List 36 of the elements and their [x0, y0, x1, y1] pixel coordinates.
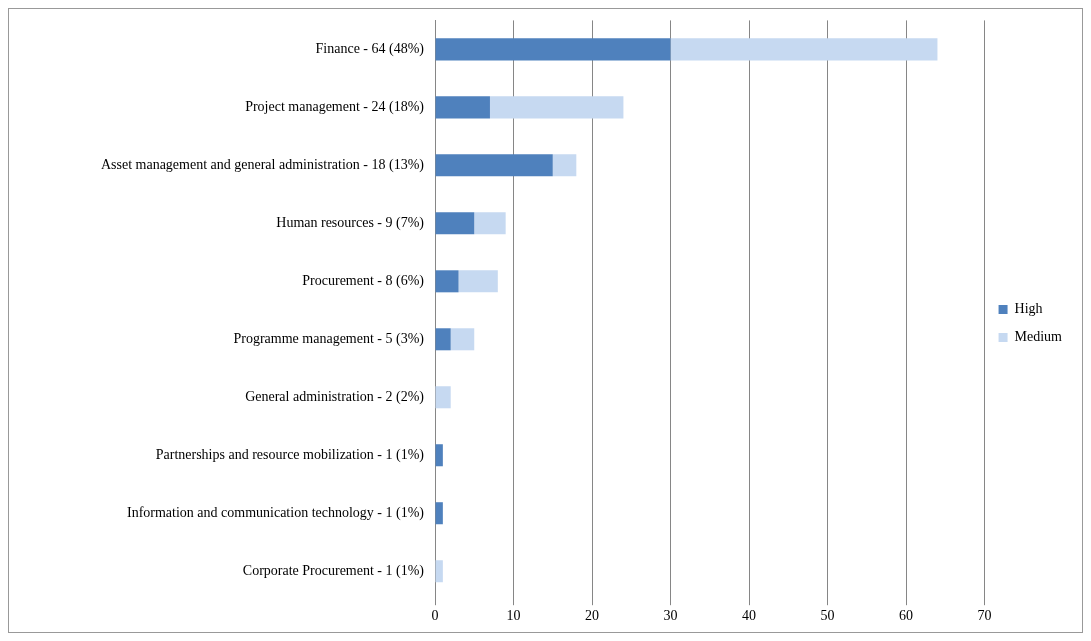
bar [552, 154, 577, 177]
x-tick-label: 20 [585, 608, 600, 624]
bar [435, 270, 459, 293]
x-tick-label: 0 [431, 608, 439, 624]
x-tick-label: 60 [899, 608, 914, 624]
bar [435, 38, 671, 61]
x-tick-label: 30 [663, 608, 678, 624]
bar [435, 328, 451, 351]
bar [489, 96, 624, 119]
y-tick-label: Finance - 64 (48%) [315, 41, 425, 58]
bar [435, 560, 443, 583]
legend-label: Medium [1014, 329, 1063, 345]
bar [435, 154, 553, 177]
x-tick-label: 40 [742, 608, 757, 624]
y-tick-label: Asset management and general administration - 18 (13%) [100, 157, 425, 174]
bar [458, 270, 498, 293]
x-tick-label: 70 [977, 608, 992, 624]
bar [474, 212, 506, 235]
x-tick-label: 10 [506, 608, 521, 624]
y-tick-label: Programme management - 5 (3%) [233, 330, 425, 347]
x-tick-label: 50 [820, 608, 835, 624]
bar [670, 38, 938, 61]
y-tick-label: Procurement - 8 (6%) [302, 272, 425, 289]
legend-label: High [1014, 301, 1043, 317]
y-tick-label: Information and communication technology - 1 (1%) [126, 504, 425, 521]
bar [435, 212, 475, 235]
y-tick-label: General administration - 2 (2%) [245, 388, 425, 405]
y-tick-label: Human resources - 9 (7%) [276, 215, 425, 231]
bar [435, 96, 490, 119]
bar [435, 386, 451, 409]
y-tick-label: Project management - 24 (18%) [245, 99, 425, 116]
bar [435, 444, 443, 467]
bar [450, 328, 475, 351]
y-tick-label: Partnerships and resource mobilization - 1 (1%) [155, 446, 425, 463]
y-tick-label: Corporate Procurement - 1 (1%) [242, 562, 425, 579]
bar [435, 502, 443, 525]
